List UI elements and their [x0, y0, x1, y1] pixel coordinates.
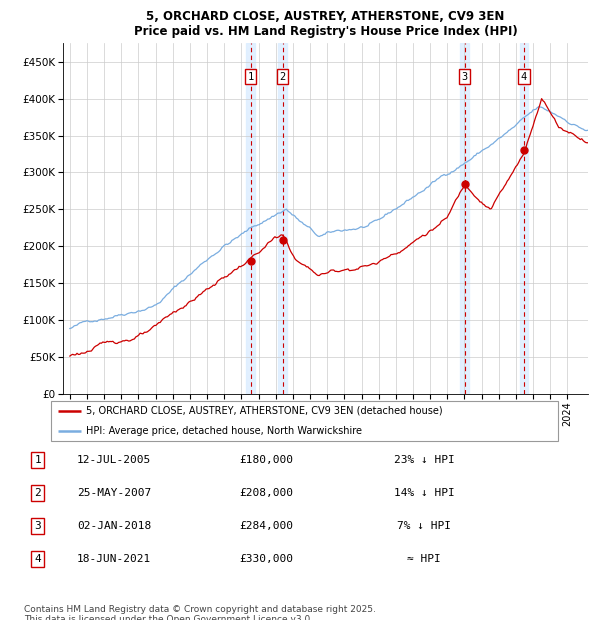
Text: 18-JUN-2021: 18-JUN-2021: [77, 554, 151, 564]
Text: £284,000: £284,000: [239, 521, 293, 531]
Title: 5, ORCHARD CLOSE, AUSTREY, ATHERSTONE, CV9 3EN
Price paid vs. HM Land Registry's: 5, ORCHARD CLOSE, AUSTREY, ATHERSTONE, C…: [134, 10, 517, 38]
Text: 14% ↓ HPI: 14% ↓ HPI: [394, 488, 454, 498]
FancyBboxPatch shape: [50, 401, 559, 441]
Bar: [460, 43, 469, 394]
Text: £180,000: £180,000: [239, 455, 293, 466]
Text: 4: 4: [521, 71, 527, 82]
Text: 2: 2: [280, 71, 286, 82]
Text: 1: 1: [34, 455, 41, 466]
Text: Contains HM Land Registry data © Crown copyright and database right 2025.
This d: Contains HM Land Registry data © Crown c…: [24, 604, 376, 620]
Text: ≈ HPI: ≈ HPI: [407, 554, 441, 564]
Text: 5, ORCHARD CLOSE, AUSTREY, ATHERSTONE, CV9 3EN (detached house): 5, ORCHARD CLOSE, AUSTREY, ATHERSTONE, C…: [86, 405, 443, 416]
Text: £208,000: £208,000: [239, 488, 293, 498]
Text: 02-JAN-2018: 02-JAN-2018: [77, 521, 151, 531]
Text: 12-JUL-2005: 12-JUL-2005: [77, 455, 151, 466]
Bar: [246, 43, 255, 394]
Text: 7% ↓ HPI: 7% ↓ HPI: [397, 521, 451, 531]
Text: 25-MAY-2007: 25-MAY-2007: [77, 488, 151, 498]
Text: 3: 3: [34, 521, 41, 531]
Text: 3: 3: [461, 71, 468, 82]
Bar: [278, 43, 287, 394]
Text: HPI: Average price, detached house, North Warwickshire: HPI: Average price, detached house, Nort…: [86, 426, 362, 436]
Bar: [520, 43, 528, 394]
Text: 1: 1: [247, 71, 254, 82]
Text: 4: 4: [34, 554, 41, 564]
Text: 23% ↓ HPI: 23% ↓ HPI: [394, 455, 454, 466]
Text: £330,000: £330,000: [239, 554, 293, 564]
Text: 2: 2: [34, 488, 41, 498]
